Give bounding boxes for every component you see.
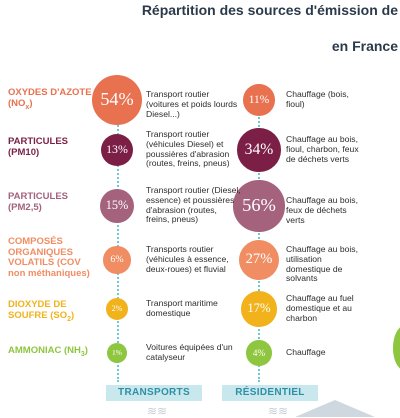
decorative-circle (393, 326, 400, 370)
pollutant-label: OXYDES D'AZOTE (NOx) (8, 87, 92, 111)
pollutant-label: PARTICULES (PM2,5) (8, 191, 68, 213)
chart-title-line-2: en France (331, 38, 398, 54)
transport-bubble: 2% (105, 297, 129, 321)
transport-description: Voitures équipées d'un catalyseur (146, 342, 233, 362)
transport-description: Transports routier (véhicules à essence,… (146, 244, 229, 274)
chart-title-line-1: Répartition des sources d'émission de (141, 2, 398, 18)
transports-guide-line (117, 86, 119, 382)
residentiel-bubble: 34% (237, 128, 281, 172)
residentiel-bubble: 17% (241, 291, 277, 327)
house-roof-icon (295, 400, 375, 417)
residentiel-bubble: 4% (246, 340, 272, 366)
transport-bubble: 13% (100, 133, 134, 167)
residentiel-description: Chauffage au bois, utilisation domestiqu… (286, 244, 358, 284)
steam-icon: ≋≋ (268, 404, 289, 418)
residentiel-description: Chauffage au bois, fioul, charbon, feux … (286, 134, 359, 164)
pollutant-label: AMMONIAC (NH3) (8, 345, 88, 358)
transport-bubble: 6% (103, 246, 131, 274)
transport-description: Transport routier (voitures et poids lou… (146, 89, 238, 119)
residentiel-bubble: 27% (238, 239, 280, 281)
residentiel-description: Chauffage (bois, fioul) (286, 89, 349, 109)
residentiel-description: Chauffage (286, 347, 326, 357)
residentiel-guide-line (258, 86, 260, 382)
residentiel-description: Chauffage au bois, feux de déchets verts (286, 195, 358, 225)
pollutant-label: COMPOSÉS ORGANIQUES VOLATILS (COV non mé… (8, 236, 90, 279)
steam-icon: ≋≋ (147, 404, 168, 418)
transport-description: Transport routier (Diesel, essence) et p… (146, 185, 241, 225)
residentiel-bubble: 56% (233, 180, 285, 232)
transport-bubble: 54% (91, 74, 143, 126)
transport-description: Transport maritime domestique (146, 298, 218, 318)
residentiel-description: Chauffage au fuel domestique et au charb… (286, 293, 354, 323)
transport-bubble: 15% (99, 188, 135, 224)
residentiel-bubble: 11% (243, 84, 275, 116)
column-label-transports: TRANSPORTS (106, 385, 202, 401)
column-label-residentiel: RÉSIDENTIEL (222, 385, 318, 401)
pollutant-label: PARTICULES (PM10) (8, 136, 68, 158)
transport-bubble: 1% (106, 342, 128, 364)
transport-description: Transport routier (véhicules Diesel) et … (146, 129, 230, 169)
pollutant-label: DIOXYDE DE SOUFRE (SO2) (8, 299, 75, 323)
